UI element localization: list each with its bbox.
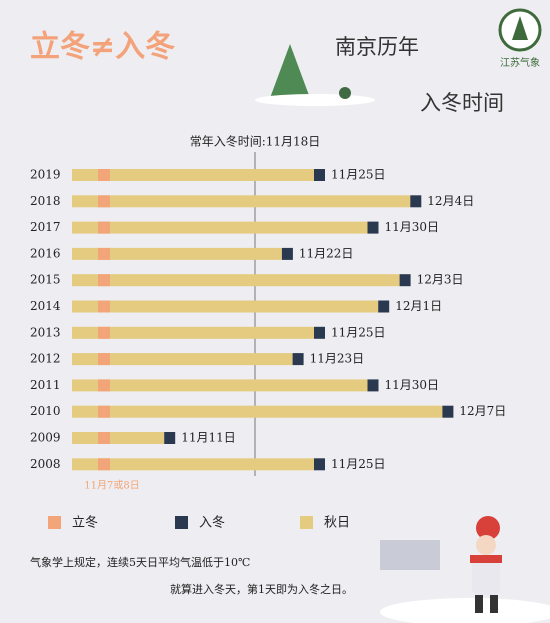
rudong-mark	[367, 379, 379, 392]
legend-label: 立冬	[72, 515, 98, 531]
reference-label: 常年入冬时间:11月18日	[190, 134, 321, 149]
y-tick-label: 2015	[30, 273, 61, 287]
value-label: 12月3日	[417, 273, 464, 287]
y-tick-label: 2011	[30, 378, 61, 392]
y-tick-label: 2010	[30, 404, 61, 418]
rudong-mark	[281, 247, 293, 260]
lidong-mark	[98, 221, 110, 234]
lidong-label: 11月7或8日	[84, 480, 139, 492]
value-label: 11月25日	[331, 457, 386, 471]
rudong-mark	[314, 458, 325, 471]
child-illustration	[380, 516, 550, 623]
lidong-mark	[98, 432, 110, 444]
bar	[72, 432, 165, 444]
bar	[72, 458, 314, 471]
value-label: 11月30日	[385, 378, 440, 392]
y-tick-label: 2019	[30, 168, 61, 182]
logo-text: 江苏气象	[500, 56, 540, 69]
value-label: 11月25日	[331, 168, 386, 182]
bar	[72, 274, 400, 287]
note: 气象学上规定，连续5天日平均气温低于10℃	[30, 555, 250, 569]
rudong-mark	[442, 405, 454, 418]
lidong-mark	[98, 458, 110, 471]
note: 就算进入冬天，第1天即为入冬之日。	[170, 582, 353, 596]
legend-swatch	[300, 516, 313, 529]
lidong-mark	[98, 169, 110, 181]
value-label: 11月25日	[331, 325, 386, 339]
bar	[72, 169, 314, 181]
rudong-mark	[367, 221, 379, 234]
lidong-mark	[98, 247, 110, 260]
y-tick-label: 2017	[30, 220, 61, 234]
rudong-mark	[378, 300, 390, 313]
legend-swatch	[48, 516, 61, 529]
tree	[255, 44, 375, 106]
lidong-mark	[98, 195, 110, 208]
y-tick-label: 2009	[30, 431, 61, 445]
rudong-mark	[410, 195, 422, 208]
value-label: 11月30日	[385, 220, 440, 234]
lidong-mark	[98, 379, 110, 392]
value-label: 11月22日	[299, 246, 354, 260]
logo: 江苏气象	[498, 8, 542, 69]
value-label: 12月7日	[459, 404, 506, 418]
subtitle: 入冬时间	[420, 91, 504, 115]
lidong-mark	[98, 274, 110, 287]
legend-label: 秋日	[324, 516, 350, 531]
lidong-mark	[98, 326, 110, 339]
rudong-mark	[314, 326, 325, 339]
lidong-mark	[98, 300, 110, 313]
lidong-mark	[98, 405, 110, 418]
bar	[72, 247, 282, 260]
legend-label: 入冬	[199, 515, 225, 531]
bar	[72, 221, 368, 234]
y-tick-label: 2014	[30, 299, 61, 313]
rudong-mark	[164, 432, 176, 444]
y-tick-label: 2008	[30, 457, 61, 471]
bar	[72, 379, 368, 392]
y-tick-label: 2012	[30, 352, 61, 366]
bar	[72, 300, 379, 313]
lidong-mark	[98, 353, 110, 366]
bar	[72, 353, 293, 366]
value-label: 12月4日	[427, 194, 474, 208]
chart-title: 立冬≠入冬	[30, 30, 175, 65]
y-tick-label: 2018	[30, 194, 61, 208]
bar	[72, 326, 314, 339]
value-label: 11月23日	[310, 352, 365, 366]
bar	[72, 405, 443, 418]
bar	[72, 195, 411, 208]
value-label: 12月1日	[395, 299, 442, 313]
subtitle: 南京历年	[335, 35, 419, 59]
rudong-mark	[399, 274, 411, 287]
y-tick-label: 2016	[30, 246, 61, 260]
rudong-mark	[292, 353, 304, 366]
legend-swatch	[175, 516, 188, 529]
rudong-mark	[314, 169, 325, 181]
y-tick-label: 2013	[30, 325, 61, 339]
value-label: 11月11日	[181, 431, 236, 445]
